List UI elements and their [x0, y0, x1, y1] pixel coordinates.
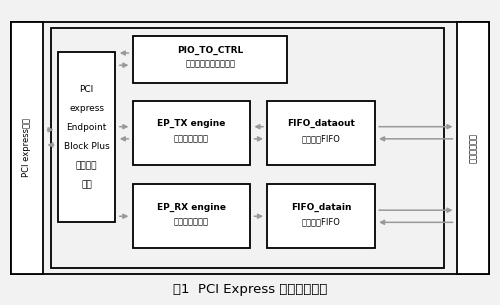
Bar — [133, 36, 288, 83]
Text: 图1  PCI Express 接口电路结构: 图1 PCI Express 接口电路结构 — [173, 283, 327, 296]
Text: express: express — [69, 104, 104, 113]
Text: PCI express总线: PCI express总线 — [22, 118, 32, 178]
Text: 数据输入FIFO: 数据输入FIFO — [302, 218, 341, 227]
Text: Block Plus: Block Plus — [64, 142, 110, 151]
Bar — [10, 22, 43, 274]
Text: EP_TX engine: EP_TX engine — [157, 119, 226, 128]
Text: 数据发送控制器: 数据发送控制器 — [174, 134, 209, 143]
Text: 核配置与辅助控制模块: 核配置与辅助控制模块 — [185, 59, 235, 68]
Text: 数据输出FIFO: 数据输出FIFO — [302, 134, 341, 143]
Text: 硬核端点: 硬核端点 — [76, 162, 98, 170]
Bar — [133, 101, 250, 165]
Bar — [133, 185, 250, 248]
Text: Endpoint: Endpoint — [66, 123, 107, 132]
Text: FIFO_dataout: FIFO_dataout — [287, 119, 355, 128]
Bar — [50, 28, 444, 268]
Text: FIFO_datain: FIFO_datain — [291, 203, 352, 212]
Text: PIO_TO_CTRL: PIO_TO_CTRL — [177, 46, 243, 55]
Text: PCI: PCI — [80, 85, 94, 94]
Text: EP_RX engine: EP_RX engine — [157, 203, 226, 212]
Bar — [10, 22, 490, 274]
Bar — [268, 101, 374, 165]
Text: 数据接收控制器: 数据接收控制器 — [174, 218, 209, 227]
Bar — [457, 22, 490, 274]
Bar — [268, 185, 374, 248]
Text: 模块: 模块 — [82, 181, 92, 190]
Text: 用户逻辑接口: 用户逻辑接口 — [468, 133, 477, 163]
Bar — [58, 52, 116, 222]
